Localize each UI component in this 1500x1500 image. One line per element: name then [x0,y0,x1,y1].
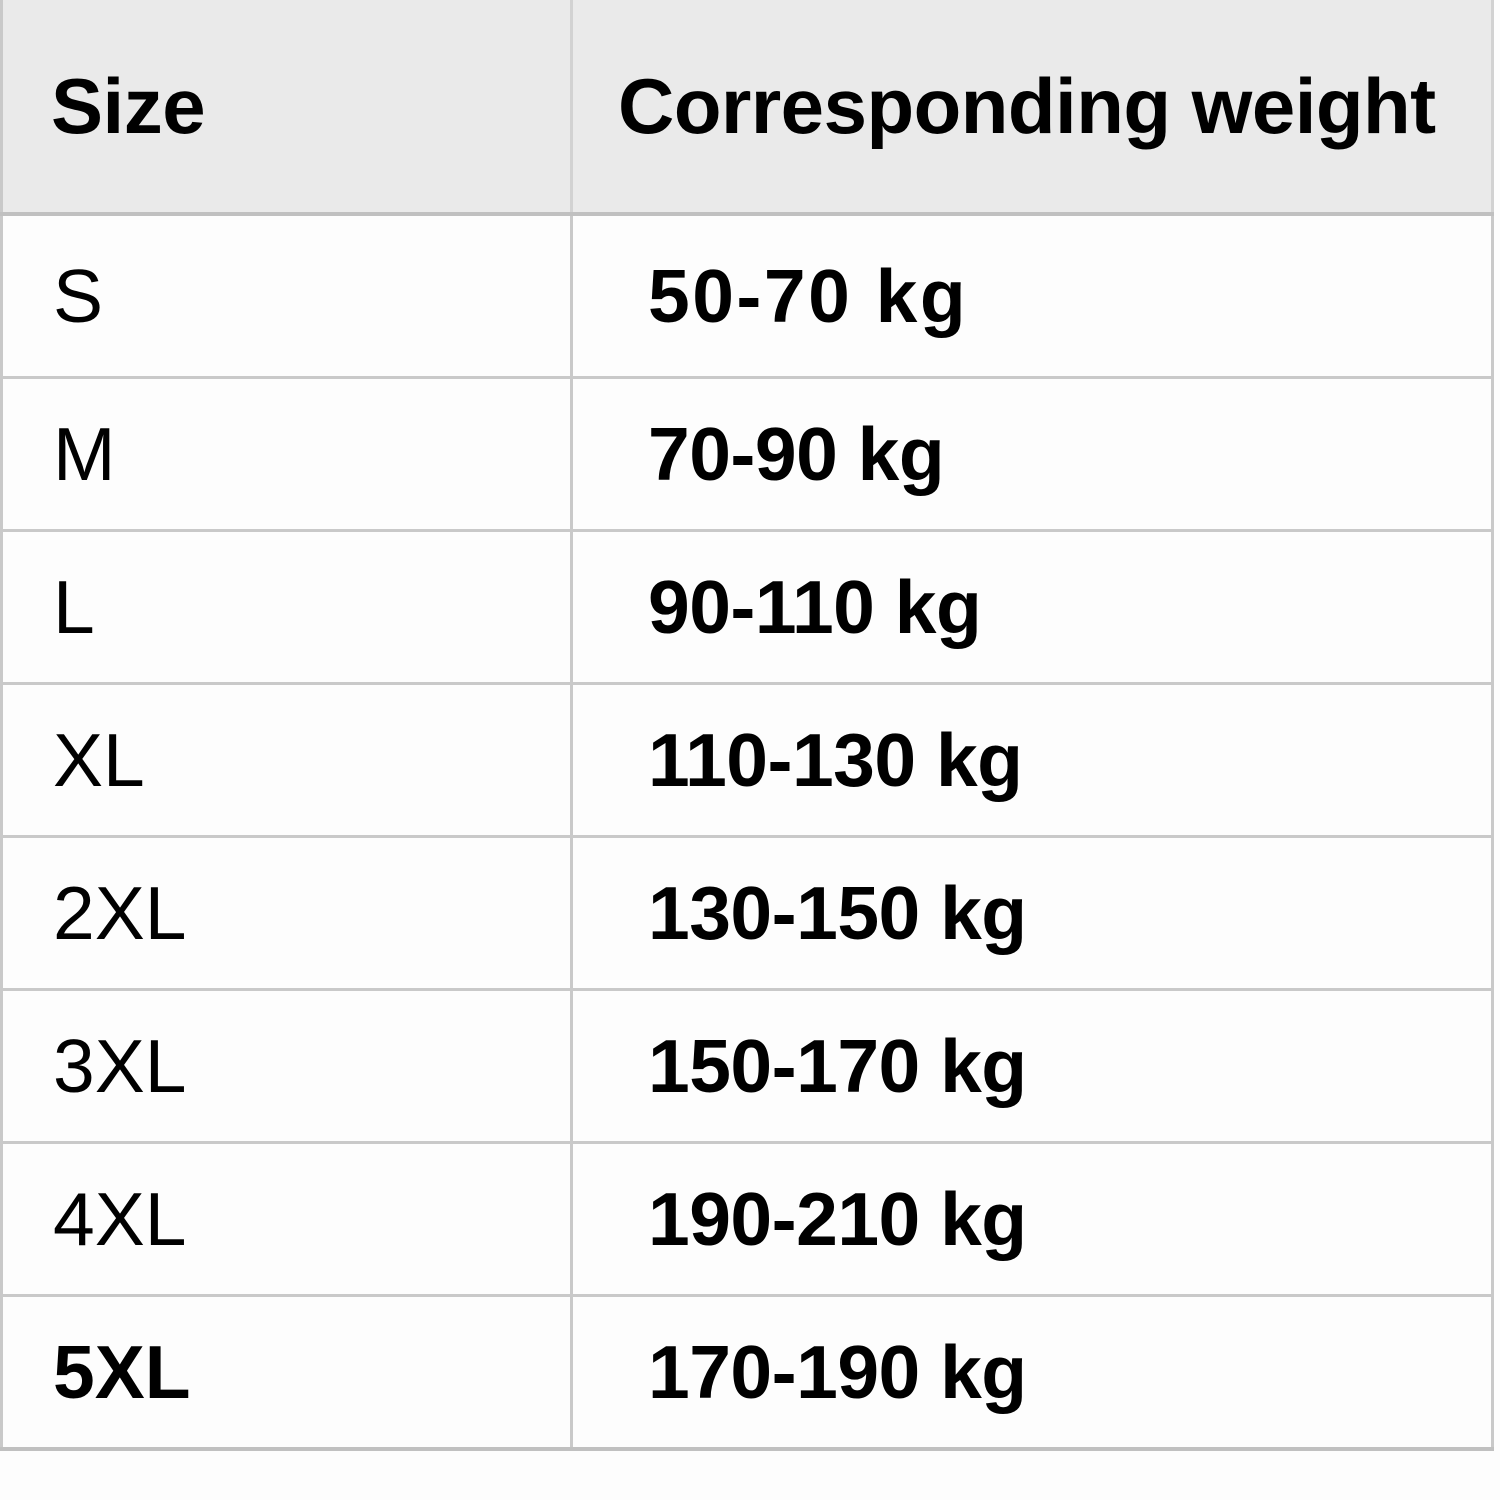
cell-weight: 50-70 kg [571,214,1494,379]
table-row: 3XL 150-170 kg [1,989,1494,1144]
table-row: L 90-110 kg [1,530,1494,685]
size-weight-table: Size Corresponding weight S 50-70 kg M 7… [0,0,1494,1451]
column-header-corresponding-weight: Corresponding weight [571,0,1494,216]
cell-weight: 170-190 kg [571,1295,1494,1449]
cell-weight: 90-110 kg [571,530,1494,685]
cell-weight: 150-170 kg [571,989,1494,1144]
cell-weight: 70-90 kg [571,377,1494,532]
cell-weight: 190-210 kg [571,1142,1494,1297]
cell-size: L [1,530,573,685]
table-row: M 70-90 kg [1,377,1494,532]
table-body: S 50-70 kg M 70-90 kg L 90-110 kg XL 110… [1,214,1494,1449]
cell-weight: 130-150 kg [571,836,1494,991]
cell-size: S [1,214,573,379]
table-header-row: Size Corresponding weight [1,0,1494,216]
table-row: 4XL 190-210 kg [1,1142,1494,1297]
cell-size: XL [1,683,573,838]
cell-size: 4XL [1,1142,573,1297]
cell-size: M [1,377,573,532]
table-row: XL 110-130 kg [1,683,1494,838]
cell-size: 5XL [1,1295,573,1449]
table-row: 2XL 130-150 kg [1,836,1494,991]
column-header-size: Size [1,0,573,216]
cell-size: 3XL [1,989,573,1144]
table-row: S 50-70 kg [1,214,1494,379]
table-header: Size Corresponding weight [1,0,1494,216]
table-row: 5XL 170-190 kg [1,1295,1494,1449]
cell-size: 2XL [1,836,573,991]
cell-weight: 110-130 kg [571,683,1494,838]
